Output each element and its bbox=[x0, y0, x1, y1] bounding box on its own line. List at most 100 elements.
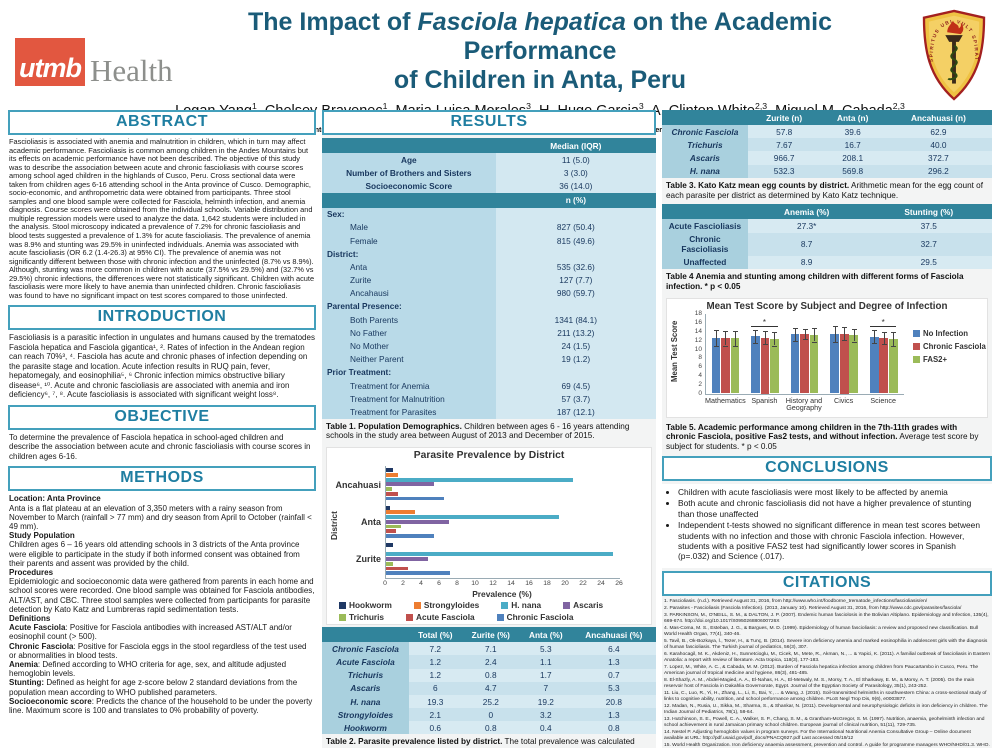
error-bar-cap bbox=[713, 330, 719, 332]
significance-star: * bbox=[881, 318, 885, 328]
legend-label: Trichuris bbox=[349, 612, 385, 623]
error-bar-cap bbox=[842, 327, 848, 329]
chart1-x-tick: 18 bbox=[543, 580, 551, 588]
legend-item-trichuris: Trichuris bbox=[339, 612, 384, 622]
bar-trichuris bbox=[386, 561, 394, 566]
significance-line bbox=[869, 326, 897, 328]
legend-item-ascaris: Ascaris bbox=[563, 600, 603, 610]
legend-label: Chronic Fasciola bbox=[506, 612, 574, 623]
error-bar-cap bbox=[812, 341, 817, 343]
poster-header: utmb Health The Impact of Fasciola hepat… bbox=[0, 0, 1000, 134]
methods-definition: Acute Fasciola: Positive for Fasciola an… bbox=[9, 623, 292, 642]
citation-item: 2. Parasites - Fascioliasis (Fasciola In… bbox=[664, 605, 962, 611]
error-bar-cap bbox=[793, 340, 798, 342]
conclusions-block: Children with acute fascioliasis were mo… bbox=[662, 483, 992, 568]
chart2-y-axis-label: Mean Test Score bbox=[670, 320, 679, 382]
table-row: Median (IQR) bbox=[322, 138, 656, 153]
chart1-x-tick: 12 bbox=[489, 580, 497, 588]
error-bar bbox=[804, 328, 806, 340]
legend-item-h-nana: H. nana bbox=[501, 600, 541, 610]
error-bar-cap bbox=[881, 343, 887, 345]
middle-column: RESULTS Median (IQR) Age 11 (5.0) Number of… bbox=[322, 110, 656, 748]
table-row: n (%) bbox=[322, 192, 656, 208]
error-bar-cap bbox=[851, 341, 857, 343]
utmb-logo-mark: utmb bbox=[15, 38, 85, 86]
citation-item: 14. Nestel P. Adjusting hemoglobin value… bbox=[664, 729, 971, 741]
table-row: H. nana 19.3 25.2 19.2 20.8 bbox=[322, 694, 656, 709]
table-header-row: Zurite (n) Anta (n) Ancahuasi (n) bbox=[662, 110, 992, 125]
bar-chronic-fasciola bbox=[879, 337, 889, 394]
bar-chronic-fasciola bbox=[386, 533, 434, 538]
bar-no-infection bbox=[830, 333, 840, 394]
methods-definition: Socioeconomic score: Predicts the chance… bbox=[9, 696, 313, 716]
error-bar bbox=[795, 328, 796, 341]
poster-body: ABSTRACT Fascioliasis is associated with… bbox=[8, 110, 992, 748]
error-bar-cap bbox=[891, 346, 897, 348]
chart2-plot-area: * * bbox=[705, 313, 904, 395]
poster-title: The Impact of Fasciola hepatica on the A… bbox=[175, 8, 905, 95]
bar-acute-fasciola bbox=[386, 529, 396, 533]
chart2-y-tick: 6 bbox=[698, 363, 702, 371]
conclusion-item: Children with acute fascioliasis were mo… bbox=[678, 487, 988, 497]
table-row: Female 815 (49.6) bbox=[322, 233, 656, 248]
table-kato-katz-egg-counts: Zurite (n) Anta (n) Ancahuasi (n) Chronic F… bbox=[662, 110, 992, 178]
error-bar-cap bbox=[732, 345, 738, 347]
chart2-category-label: Science bbox=[870, 395, 896, 405]
chart-mean-test-scores: Mean Test Score by Subject and Degree of… bbox=[666, 297, 988, 418]
error-bar bbox=[764, 331, 766, 344]
error-bar-cap bbox=[713, 346, 719, 348]
legend-label: Ascaris bbox=[573, 600, 604, 611]
chart1-y-axis-label: District bbox=[329, 511, 339, 541]
legend-label: Strongyloides bbox=[423, 600, 480, 611]
legend-item-chronic-fasciola: Chronic Fasciola bbox=[913, 342, 986, 351]
bar-chronic-fasciola bbox=[386, 496, 444, 501]
error-bar-cap bbox=[802, 328, 808, 330]
chart2-y-tick: 0 bbox=[698, 390, 702, 397]
table-row: Trichuris 7.67 16.7 40.0 bbox=[662, 138, 992, 152]
table-row: Acute Fascioliasis 27.3* 37.5 bbox=[662, 219, 992, 233]
legend-item-acute-fasciola: Acute Fasciola bbox=[406, 612, 475, 622]
error-bar-cap bbox=[772, 332, 778, 334]
table-row: No Mother 24 (1.5) bbox=[322, 339, 656, 353]
methods-heading: Procedures bbox=[9, 568, 54, 578]
chart2-title: Mean Test Score by Subject and Degree of… bbox=[706, 300, 948, 312]
chart1-x-tick: 20 bbox=[561, 580, 569, 588]
chart1-x-tick: 2 bbox=[401, 580, 405, 588]
bar-strongyloides bbox=[386, 510, 415, 515]
bar-ascaris bbox=[386, 519, 449, 524]
methods-paragraph: Epidemiologic and socioeconomic data wer… bbox=[9, 577, 315, 614]
chart1-category-label: Zurite bbox=[355, 554, 381, 565]
bar-no-infection bbox=[751, 336, 760, 394]
chart1-legend-row: Trichuris Acute Fasciola Chronic Fasciola bbox=[339, 612, 647, 622]
table-row: Chronic Fascioliasis 8.7 32.7 bbox=[662, 232, 992, 256]
conclusion-item: Independent t-tests showed no significan… bbox=[678, 520, 988, 562]
bar-h-nana bbox=[386, 515, 559, 519]
error-bar bbox=[874, 330, 876, 343]
methods-paragraph: Children ages 6 – 16 years old attending… bbox=[9, 540, 300, 568]
chart1-x-tick: 6 bbox=[437, 580, 441, 588]
chart1-plot-area bbox=[385, 466, 620, 580]
legend-swatch bbox=[501, 601, 509, 609]
chart1-category-label: Anta bbox=[361, 517, 381, 528]
legend-swatch bbox=[913, 342, 920, 350]
chart2-y-tick: 8 bbox=[698, 354, 702, 362]
bar-acute-fasciola bbox=[386, 566, 408, 571]
significance-star: * bbox=[762, 317, 766, 327]
bar-strongyloides bbox=[386, 473, 398, 477]
error-bar-cap bbox=[812, 328, 817, 330]
chart1-x-tick: 22 bbox=[579, 580, 587, 588]
table-row: Age 11 (5.0) bbox=[322, 153, 656, 167]
chart2-legend: No Infection Chronic Fasciola FAS2+ bbox=[913, 329, 986, 368]
bar-chronic-fasciola bbox=[760, 337, 770, 394]
conclusions-list: Children with acute fascioliasis were mo… bbox=[678, 486, 988, 562]
title-suffix: on the Academic Performance bbox=[463, 8, 832, 65]
citations-list: 1. Fascioliasis. (n.d.). Retrieved Augus… bbox=[662, 599, 992, 748]
chart2-category-label: Spanish bbox=[751, 395, 778, 405]
citation-item: 8. El-Shazly, A. M., Abdel-Magied, A. A.… bbox=[664, 677, 975, 689]
chart1-x-tick: 10 bbox=[471, 580, 479, 588]
chart1-x-axis-label: Prevalence (%) bbox=[472, 589, 532, 600]
table-row: Neither Parent 19 (1.2) bbox=[322, 352, 656, 366]
bar-chronic-fasciola bbox=[839, 333, 849, 394]
table-row: District: bbox=[322, 247, 656, 261]
bar-hookworm bbox=[386, 468, 394, 473]
